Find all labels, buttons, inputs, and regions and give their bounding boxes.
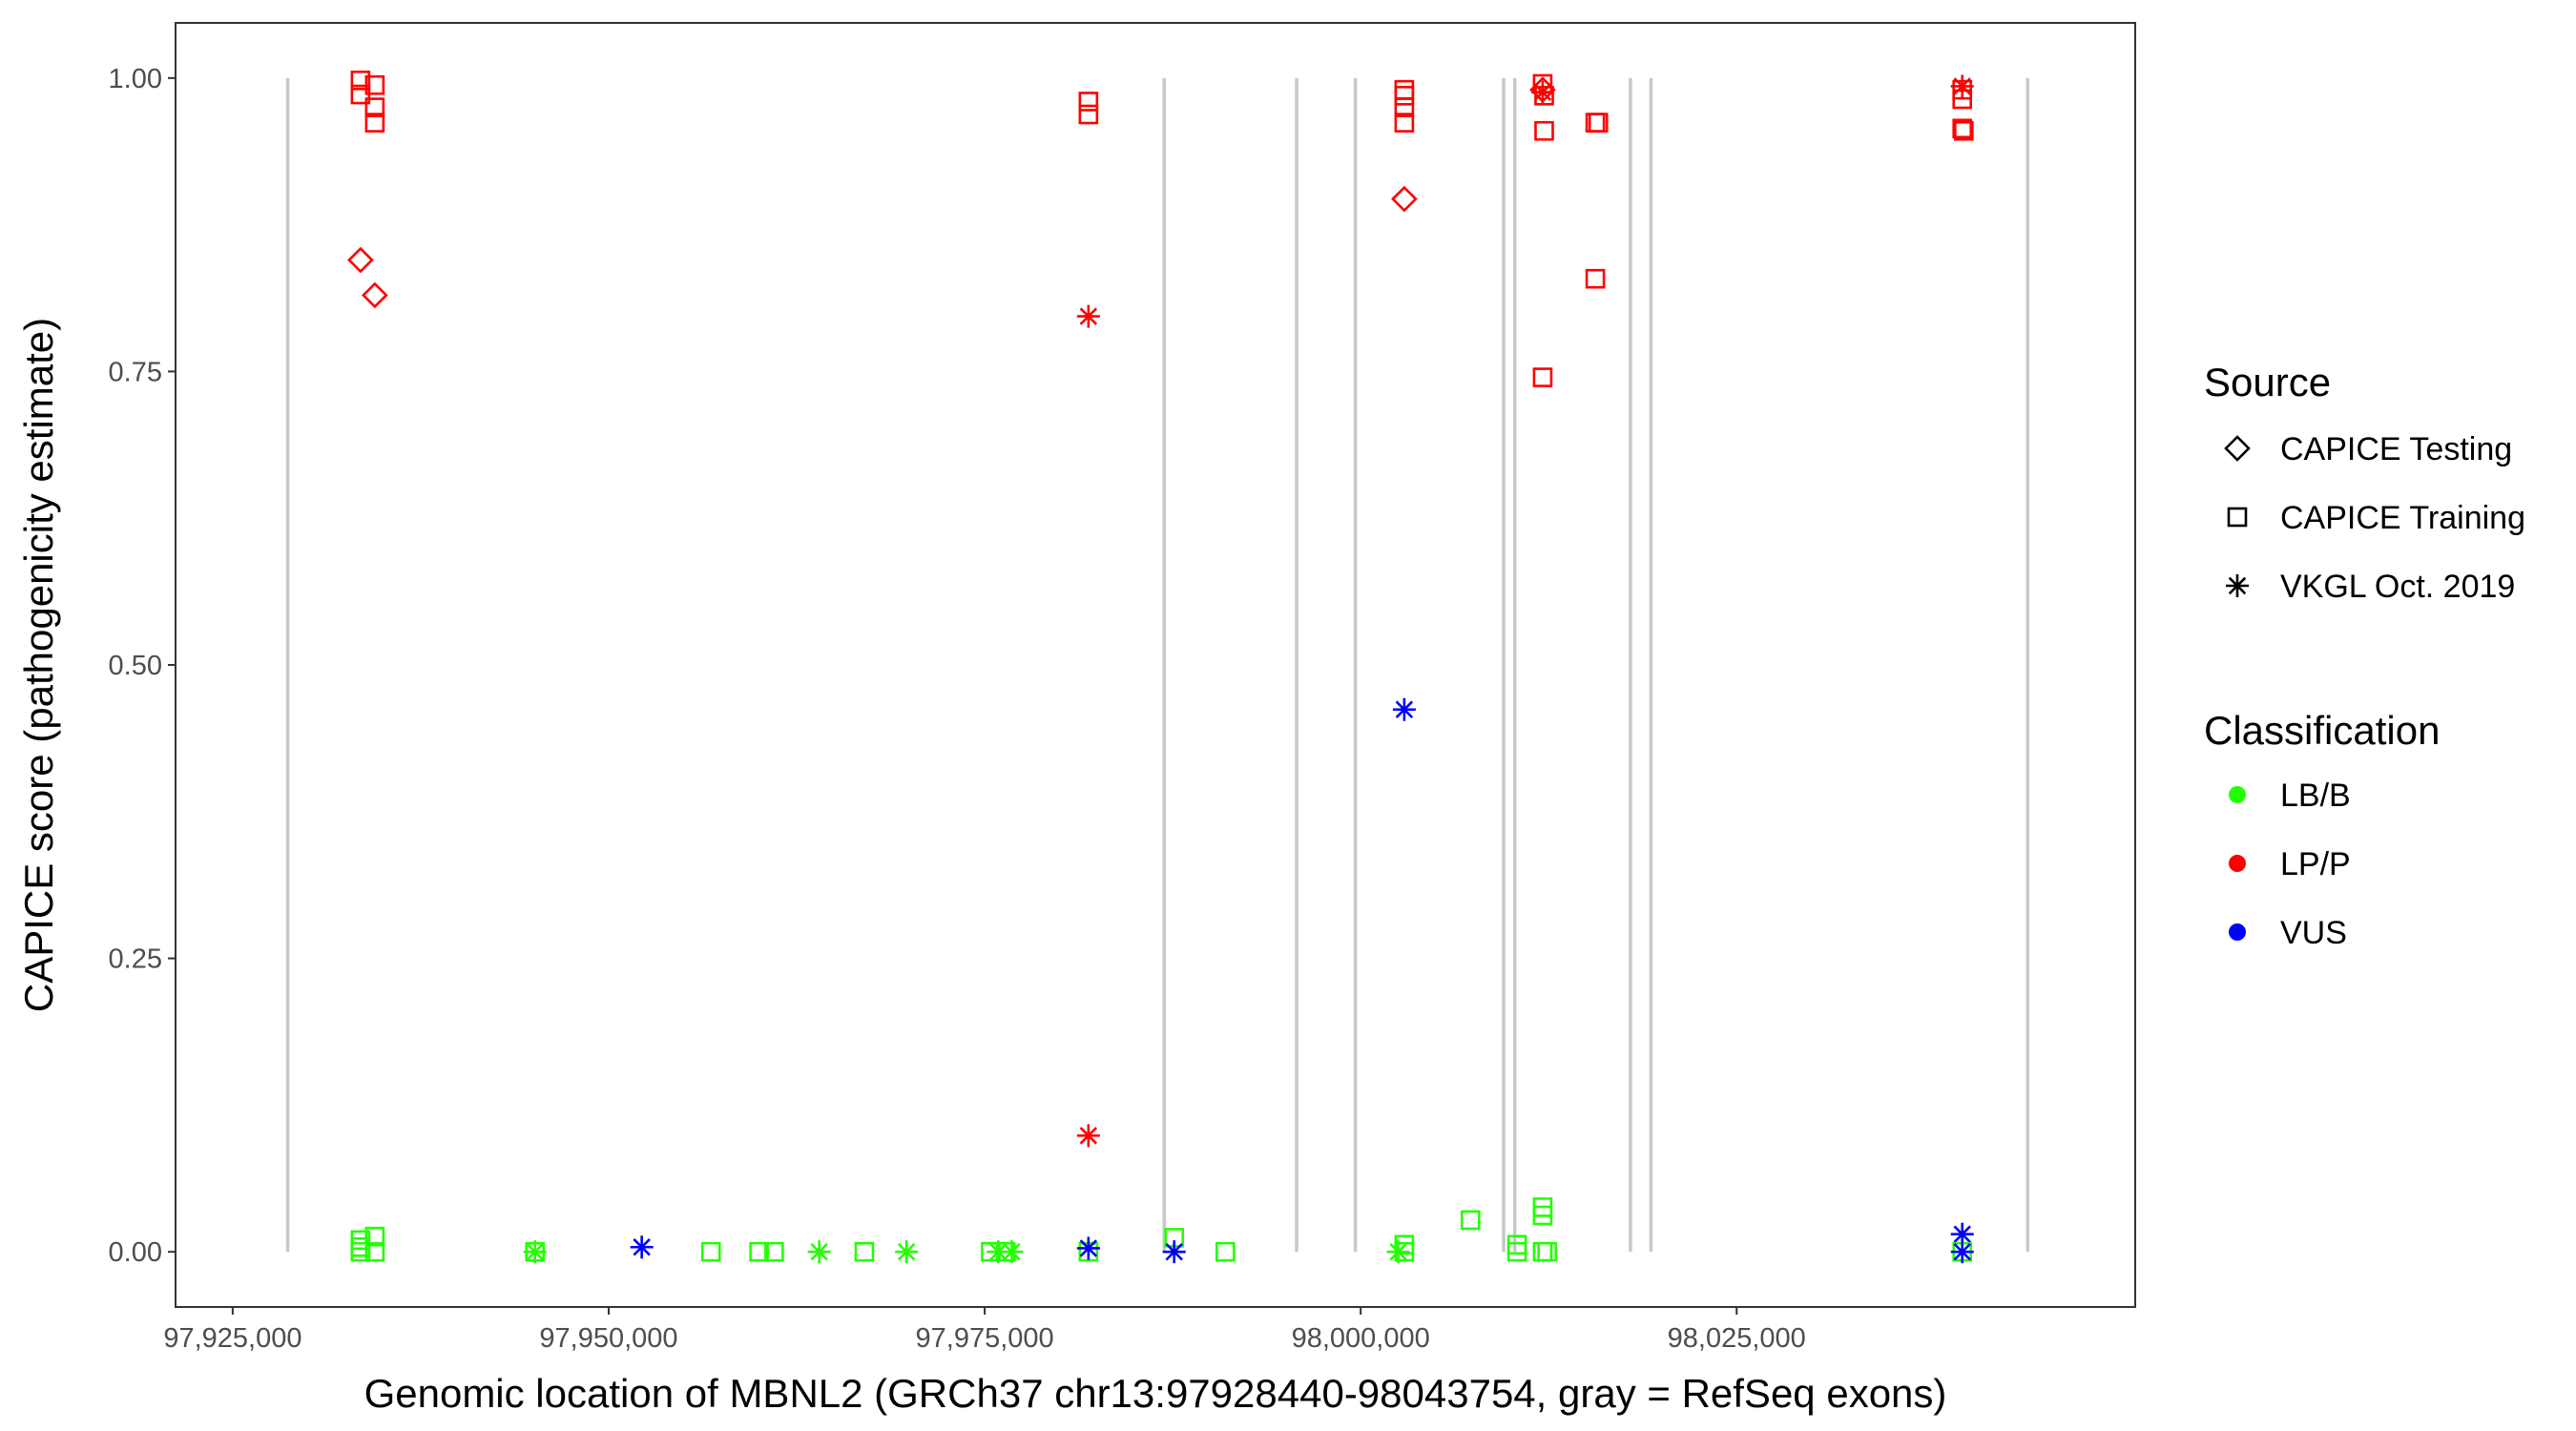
legend-classification-label: LP/P bbox=[2280, 846, 2351, 882]
data-point bbox=[1534, 85, 1554, 106]
data-point bbox=[347, 246, 374, 274]
data-point bbox=[1585, 268, 1606, 289]
y-tick-label: 0.50 bbox=[109, 651, 162, 681]
legend-source-key-icon bbox=[2227, 507, 2248, 528]
y-tick-label: 0.25 bbox=[109, 944, 162, 975]
data-point bbox=[1162, 1240, 1186, 1264]
x-tick-label: 98,025,000 bbox=[1668, 1323, 1806, 1354]
data-point bbox=[350, 1241, 371, 1262]
data-point bbox=[1952, 89, 1973, 110]
y-axis: 0.00 0.25 0.50 0.75 1.00 bbox=[109, 64, 176, 1268]
data-point bbox=[1076, 304, 1100, 328]
data-point bbox=[1953, 120, 1974, 141]
data-point bbox=[1952, 118, 1973, 139]
data-point bbox=[364, 97, 385, 117]
data-point bbox=[1076, 1124, 1100, 1148]
plot-background bbox=[176, 23, 2135, 1307]
data-point bbox=[350, 70, 371, 91]
data-point bbox=[1386, 1240, 1410, 1264]
legend-classification-label: LB/B bbox=[2280, 778, 2351, 814]
data-point bbox=[700, 1241, 721, 1262]
y-axis-title: CAPICE score (pathogenicity estimate) bbox=[16, 318, 61, 1012]
data-point bbox=[1532, 1205, 1553, 1226]
data-point bbox=[364, 1226, 385, 1247]
data-point bbox=[1215, 1241, 1236, 1262]
data-point bbox=[1391, 185, 1418, 213]
data-point bbox=[1392, 697, 1416, 721]
legend-source-label: CAPICE Training bbox=[2280, 500, 2525, 536]
exon-lines bbox=[285, 77, 2030, 1253]
data-point bbox=[1537, 1241, 1557, 1262]
data-point bbox=[1532, 367, 1553, 387]
data-point bbox=[1950, 1240, 1974, 1264]
data-point bbox=[364, 74, 385, 95]
y-tick-label: 0.00 bbox=[109, 1237, 162, 1268]
data-point bbox=[1000, 1240, 1024, 1264]
data-point bbox=[364, 113, 385, 133]
data-point bbox=[1950, 1222, 1974, 1246]
legend: Source Classification CAPICE Testing CAPI… bbox=[2204, 360, 2525, 951]
legend-classification-dot-icon bbox=[2229, 855, 2246, 872]
data-point bbox=[1950, 74, 1974, 98]
data-point bbox=[1078, 92, 1099, 112]
y-tick-label: 0.75 bbox=[109, 357, 162, 387]
data-point bbox=[895, 1240, 919, 1264]
x-tick-label: 97,975,000 bbox=[916, 1323, 1054, 1354]
legend-classification-dot-icon bbox=[2229, 923, 2246, 941]
x-tick-label: 97,925,000 bbox=[163, 1323, 301, 1354]
x-tick-label: 97,950,000 bbox=[539, 1323, 677, 1354]
data-point bbox=[1530, 80, 1554, 104]
data-point bbox=[1076, 1236, 1100, 1260]
data-point bbox=[1394, 113, 1415, 133]
data-point bbox=[854, 1241, 875, 1262]
data-point bbox=[1506, 1241, 1527, 1262]
data-point bbox=[1078, 104, 1099, 125]
y-tick-label: 1.00 bbox=[109, 64, 162, 94]
data-point bbox=[1588, 113, 1609, 133]
data-point bbox=[630, 1235, 654, 1259]
legend-source-key-icon bbox=[2224, 435, 2251, 462]
data-point bbox=[1534, 120, 1554, 141]
legend-classification-label: VUS bbox=[2280, 915, 2347, 951]
data-point bbox=[764, 1241, 784, 1262]
data-point bbox=[1394, 97, 1415, 117]
data-point bbox=[523, 1240, 547, 1264]
legend-source-key-icon bbox=[2226, 574, 2249, 597]
legend-classification-dot-icon bbox=[2229, 786, 2246, 803]
data-point bbox=[749, 1241, 769, 1262]
legend-classification-title: Classification bbox=[2204, 708, 2440, 753]
x-axis: 97,925,000 97,950,000 97,975,000 98,000,000… bbox=[163, 1307, 1806, 1354]
data-points bbox=[347, 70, 1974, 1264]
x-axis-title: Genomic location of MBNL2 (GRCh37 chr13:… bbox=[364, 1371, 1947, 1416]
data-point bbox=[807, 1240, 831, 1264]
legend-source-title: Source bbox=[2204, 360, 2331, 404]
x-tick-label: 98,000,000 bbox=[1292, 1323, 1430, 1354]
legend-source-label: CAPICE Testing bbox=[2280, 431, 2512, 467]
data-point bbox=[1460, 1210, 1481, 1231]
legend-source-label: VKGL Oct. 2019 bbox=[2280, 569, 2515, 605]
data-point bbox=[364, 1241, 385, 1262]
data-point bbox=[1394, 85, 1415, 106]
data-point bbox=[362, 281, 388, 309]
